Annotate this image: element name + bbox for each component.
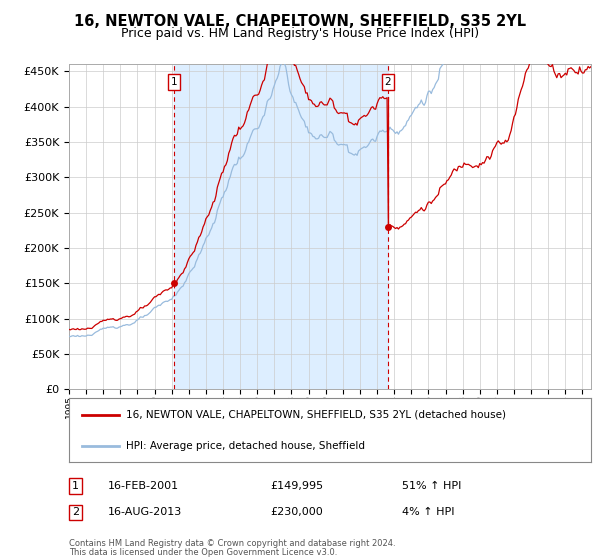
Text: 16, NEWTON VALE, CHAPELTOWN, SHEFFIELD, S35 2YL (detached house): 16, NEWTON VALE, CHAPELTOWN, SHEFFIELD, … [127, 410, 506, 420]
Text: 2: 2 [72, 507, 79, 517]
Text: 16, NEWTON VALE, CHAPELTOWN, SHEFFIELD, S35 2YL: 16, NEWTON VALE, CHAPELTOWN, SHEFFIELD, … [74, 14, 526, 29]
Text: Contains HM Land Registry data © Crown copyright and database right 2024.: Contains HM Land Registry data © Crown c… [69, 539, 395, 548]
Text: 51% ↑ HPI: 51% ↑ HPI [402, 481, 461, 491]
Text: Price paid vs. HM Land Registry's House Price Index (HPI): Price paid vs. HM Land Registry's House … [121, 27, 479, 40]
Text: 1: 1 [170, 77, 177, 87]
Text: 2: 2 [385, 77, 391, 87]
Text: 1: 1 [72, 481, 79, 491]
Text: 16-AUG-2013: 16-AUG-2013 [108, 507, 182, 517]
Text: 16-FEB-2001: 16-FEB-2001 [108, 481, 179, 491]
Bar [174, 64, 388, 389]
Text: This data is licensed under the Open Government Licence v3.0.: This data is licensed under the Open Gov… [69, 548, 337, 557]
Text: 4% ↑ HPI: 4% ↑ HPI [402, 507, 455, 517]
Text: £230,000: £230,000 [270, 507, 323, 517]
Text: £149,995: £149,995 [270, 481, 323, 491]
Text: HPI: Average price, detached house, Sheffield: HPI: Average price, detached house, Shef… [127, 441, 365, 451]
